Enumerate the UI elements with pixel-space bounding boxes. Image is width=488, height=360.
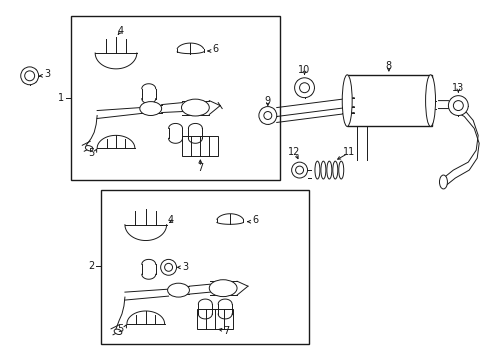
Circle shape [295,166,303,174]
Text: 13: 13 [451,83,464,93]
Circle shape [264,112,271,120]
Ellipse shape [209,280,237,297]
Text: 6: 6 [251,215,258,225]
Circle shape [258,107,276,125]
Bar [101,190,309,344]
Ellipse shape [332,161,337,179]
Text: 7: 7 [197,163,203,173]
Ellipse shape [181,99,209,116]
Text: 4: 4 [167,215,173,225]
Circle shape [452,100,462,111]
Text: 2: 2 [88,261,94,271]
Circle shape [161,260,176,275]
Text: 4: 4 [118,26,124,36]
Circle shape [294,78,314,98]
Ellipse shape [140,102,162,116]
Bar [182,136,218,156]
Bar [346,75,431,126]
Bar [71,16,279,180]
Text: 3: 3 [182,262,188,272]
Circle shape [25,71,35,81]
Ellipse shape [314,161,319,179]
Ellipse shape [425,75,435,126]
Bar [197,309,233,329]
Text: 11: 11 [343,147,355,157]
Text: 6: 6 [212,44,218,54]
Ellipse shape [114,329,122,334]
Text: 10: 10 [298,65,310,75]
Ellipse shape [320,161,325,179]
Text: 3: 3 [44,69,51,79]
Ellipse shape [326,161,331,179]
Text: 5: 5 [118,324,123,334]
Circle shape [291,162,307,178]
Ellipse shape [85,145,93,151]
Ellipse shape [439,175,447,189]
Circle shape [447,96,468,116]
Ellipse shape [338,161,343,179]
Text: 9: 9 [264,96,270,105]
Text: 7: 7 [223,326,229,336]
Text: 12: 12 [288,147,300,157]
Text: 1: 1 [58,93,64,103]
Circle shape [20,67,39,85]
Circle shape [164,264,172,271]
Text: 8: 8 [385,61,391,71]
Text: 5: 5 [88,148,94,158]
Ellipse shape [167,283,189,297]
Ellipse shape [342,75,351,126]
Circle shape [299,83,309,93]
